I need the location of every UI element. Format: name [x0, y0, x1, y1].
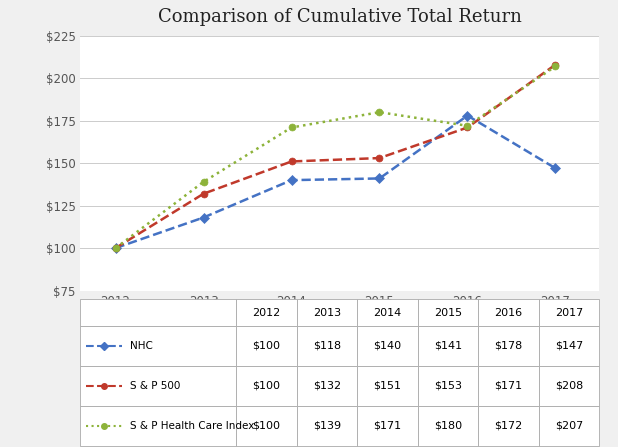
FancyBboxPatch shape: [236, 326, 297, 366]
Text: $140: $140: [373, 341, 402, 351]
FancyBboxPatch shape: [539, 366, 599, 406]
Text: $171: $171: [494, 381, 523, 391]
Text: $180: $180: [434, 421, 462, 430]
FancyBboxPatch shape: [80, 326, 236, 366]
Text: 2017: 2017: [555, 308, 583, 318]
Text: $139: $139: [313, 421, 341, 430]
FancyBboxPatch shape: [236, 366, 297, 406]
FancyBboxPatch shape: [357, 406, 418, 446]
FancyBboxPatch shape: [357, 366, 418, 406]
Text: $153: $153: [434, 381, 462, 391]
Text: 2012: 2012: [252, 308, 281, 318]
FancyBboxPatch shape: [236, 406, 297, 446]
Text: $172: $172: [494, 421, 523, 430]
Text: $100: $100: [252, 421, 281, 430]
Text: $141: $141: [434, 341, 462, 351]
FancyBboxPatch shape: [418, 299, 478, 326]
Text: $178: $178: [494, 341, 523, 351]
Text: $151: $151: [373, 381, 402, 391]
FancyBboxPatch shape: [357, 326, 418, 366]
Text: $100: $100: [252, 341, 281, 351]
Text: $118: $118: [313, 341, 341, 351]
Text: $147: $147: [555, 341, 583, 351]
FancyBboxPatch shape: [418, 326, 478, 366]
Text: $132: $132: [313, 381, 341, 391]
Text: S & P Health Care Index: S & P Health Care Index: [130, 421, 254, 430]
Text: 2014: 2014: [373, 308, 402, 318]
Text: $171: $171: [373, 421, 402, 430]
Text: NHC: NHC: [130, 341, 153, 351]
FancyBboxPatch shape: [80, 299, 236, 326]
FancyBboxPatch shape: [297, 366, 357, 406]
Text: 2015: 2015: [434, 308, 462, 318]
Title: Comparison of Cumulative Total Return: Comparison of Cumulative Total Return: [158, 8, 522, 26]
FancyBboxPatch shape: [539, 326, 599, 366]
FancyBboxPatch shape: [80, 406, 236, 446]
FancyBboxPatch shape: [297, 326, 357, 366]
FancyBboxPatch shape: [236, 299, 297, 326]
FancyBboxPatch shape: [539, 299, 599, 326]
FancyBboxPatch shape: [478, 406, 539, 446]
FancyBboxPatch shape: [478, 366, 539, 406]
Text: $208: $208: [555, 381, 583, 391]
FancyBboxPatch shape: [297, 299, 357, 326]
FancyBboxPatch shape: [539, 406, 599, 446]
FancyBboxPatch shape: [297, 406, 357, 446]
Text: 2016: 2016: [494, 308, 523, 318]
Text: $207: $207: [555, 421, 583, 430]
FancyBboxPatch shape: [357, 299, 418, 326]
Text: 2013: 2013: [313, 308, 341, 318]
FancyBboxPatch shape: [418, 366, 478, 406]
Text: S & P 500: S & P 500: [130, 381, 180, 391]
Text: $100: $100: [252, 381, 281, 391]
FancyBboxPatch shape: [80, 366, 236, 406]
FancyBboxPatch shape: [478, 326, 539, 366]
FancyBboxPatch shape: [478, 299, 539, 326]
FancyBboxPatch shape: [418, 406, 478, 446]
